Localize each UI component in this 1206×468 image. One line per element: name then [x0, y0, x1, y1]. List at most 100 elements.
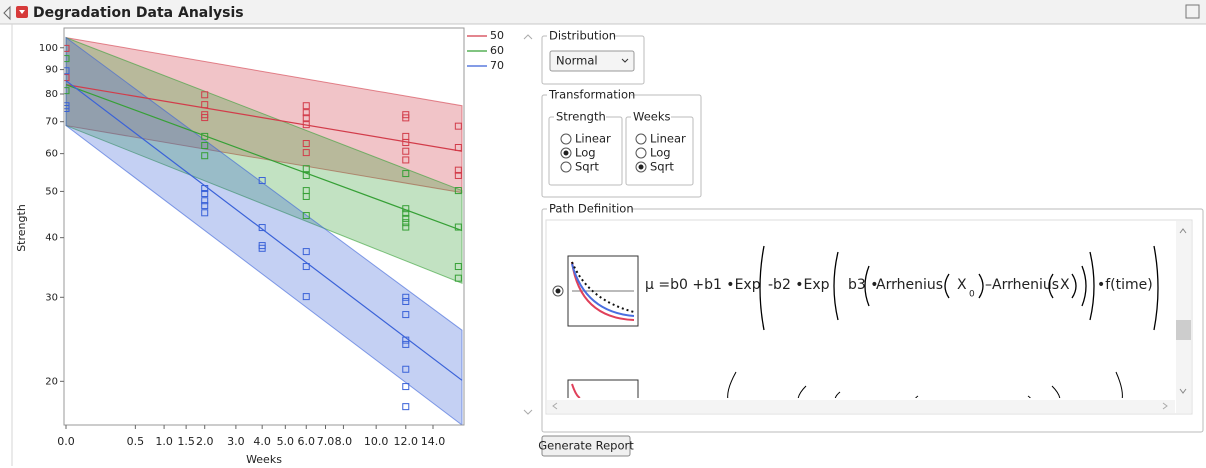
x-tick-label: 6.0	[298, 435, 316, 448]
collapse-toggle[interactable]	[3, 5, 11, 21]
data-point	[302, 192, 310, 200]
h-scroll-arrows[interactable]	[552, 402, 1168, 410]
y-tick-label: 40	[45, 233, 58, 244]
data-point	[302, 248, 310, 256]
radio-button[interactable]	[635, 147, 647, 159]
path-definition-group	[541, 208, 1204, 433]
data-point	[454, 187, 462, 195]
x-tick-label: 2.0	[196, 435, 214, 448]
path-thumbnail	[567, 379, 639, 398]
data-point	[402, 170, 410, 178]
radio-button[interactable]	[635, 133, 647, 145]
data-point	[201, 101, 209, 109]
header-bar	[0, 0, 1206, 24]
label-mask	[547, 29, 613, 43]
data-point	[454, 274, 462, 282]
formula-paren	[1153, 245, 1159, 331]
plot-frame	[63, 27, 465, 426]
data-point	[302, 149, 310, 157]
radio-label: Sqrt	[650, 160, 674, 174]
thumb-curve	[571, 263, 635, 317]
data-point	[258, 177, 266, 185]
data-point	[201, 152, 209, 160]
data-point	[402, 340, 410, 348]
x-tick-label: 7.0	[317, 435, 335, 448]
v-scroll-arrows[interactable]	[1179, 228, 1187, 394]
data-point	[302, 165, 310, 173]
data-point	[302, 263, 310, 271]
data-point	[454, 263, 462, 271]
scroll-down[interactable]	[523, 409, 533, 415]
data-point	[302, 109, 310, 117]
generate-report-button[interactable]	[541, 435, 631, 457]
path-definition-label: Path Definition	[549, 202, 634, 216]
data-point	[402, 336, 410, 344]
data-point	[402, 383, 410, 391]
label-mask	[547, 202, 631, 216]
x-axis-label: Weeks	[246, 453, 282, 466]
x-tick-label: 5.0	[277, 435, 295, 448]
data-point	[64, 55, 70, 63]
fit-line	[65, 84, 463, 152]
h-scrollbar[interactable]	[547, 400, 1175, 413]
label-mask	[631, 110, 671, 124]
data-point	[302, 114, 310, 122]
formula-parens	[727, 371, 1123, 398]
radio-label: Sqrt	[575, 160, 599, 174]
formula-paren	[1071, 273, 1077, 299]
data-point	[302, 102, 310, 110]
radio-label: Linear	[575, 132, 611, 146]
formula-part: -b2 •Exp	[768, 277, 830, 293]
v-scrollbar[interactable]	[1176, 221, 1191, 413]
radio-button[interactable]	[560, 161, 572, 173]
data-point	[402, 147, 410, 155]
v-scroll-thumb[interactable]	[1176, 320, 1191, 340]
data-point	[402, 156, 410, 164]
data-point	[302, 212, 310, 220]
scroll-up[interactable]	[523, 34, 533, 40]
data-point	[64, 44, 70, 52]
data-point	[258, 224, 266, 232]
data-point	[201, 189, 209, 197]
data-point	[402, 311, 410, 319]
x-tick-label: 1.5	[177, 435, 195, 448]
formula-paren	[944, 273, 950, 299]
strength-label: Strength	[556, 110, 606, 124]
path-options: μ =b0 +b1 •Exp -b2 •Exp b3 •Arrhenius X0–Ar…	[552, 245, 1159, 398]
data-point	[258, 244, 266, 252]
x-tick-label: 10.0	[364, 435, 389, 448]
radio-label: Log	[575, 146, 596, 160]
formula-part: Arrhenius	[876, 277, 943, 293]
data-point	[201, 141, 209, 149]
weeks-label: Weeks	[633, 110, 671, 124]
data-point	[402, 214, 410, 222]
radio-dot	[638, 164, 644, 170]
formula-part: 0	[969, 290, 975, 300]
data-point	[201, 114, 209, 122]
transformation-label: Transformation	[548, 88, 635, 102]
formula-paren	[1048, 273, 1054, 299]
data-point	[302, 171, 310, 179]
formula-paren	[864, 265, 870, 307]
data-point	[402, 223, 410, 231]
y-tick-label: 90	[45, 65, 58, 76]
data-point	[201, 202, 209, 210]
distribution-select[interactable]	[549, 50, 635, 72]
data-point	[454, 122, 462, 130]
y-axis-label: Strength	[15, 204, 28, 252]
data-point	[402, 114, 410, 122]
data-point	[402, 205, 410, 213]
data-point	[402, 293, 410, 301]
data-point	[302, 293, 310, 301]
formula: μ =b0 +b1 •Exp -b2 •Exp b3 •Arrhenius X0–Ar…	[645, 245, 1159, 331]
x-tick-label: 1.0	[155, 435, 173, 448]
window-button[interactable]	[1185, 4, 1200, 19]
x-tick-label: 3.0	[227, 435, 245, 448]
x-tick-label: 12.0	[394, 435, 419, 448]
radio-button[interactable]	[560, 133, 572, 145]
data-point	[64, 104, 70, 112]
button-label: Generate Report	[538, 439, 634, 453]
radio-label: Linear	[650, 132, 686, 146]
x-tick-label: 0.5	[127, 435, 145, 448]
